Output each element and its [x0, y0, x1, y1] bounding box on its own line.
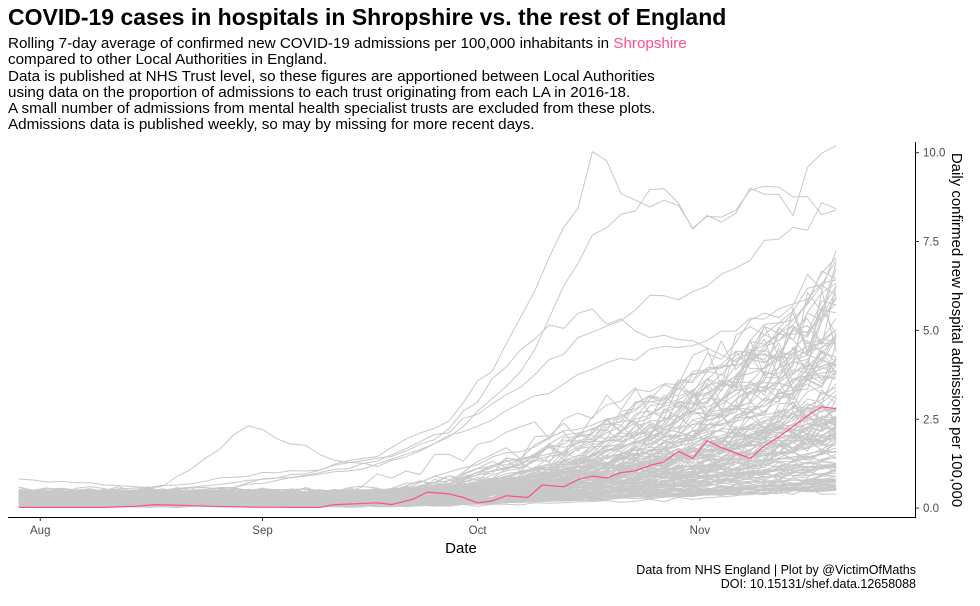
other-la-line-peak-la-3: [18, 202, 837, 499]
other-la-line: [18, 259, 837, 507]
x-tick-label: Nov: [690, 525, 711, 537]
x-axis-ticks: Aug Sep Oct Nov: [30, 517, 710, 537]
y-tick-label: 2.5: [923, 414, 939, 426]
y-tick-label: 10.0: [923, 148, 945, 160]
highlight-area-name: Shropshire: [613, 35, 687, 52]
shropshire-line-group: [18, 406, 837, 508]
x-tick-label: Aug: [30, 525, 50, 537]
other-la-line-peak-la-2: [18, 151, 837, 495]
y-axis-ticks: 0.0 2.5 5.0 7.5 10.0: [915, 148, 945, 515]
subtitle-line-6: Admissions data is published weekly, so …: [8, 116, 535, 134]
subtitle-line-1-prefix: Rolling 7-day average of confirmed new C…: [8, 35, 614, 52]
other-la-line: [18, 363, 837, 505]
other-la-line: [18, 257, 837, 508]
subtitle-line-4: using data on the proportion of admissio…: [8, 83, 631, 101]
other-la-line: [18, 465, 837, 498]
other-la-line: [18, 318, 837, 501]
subtitle-line-1: Rolling 7-day average of confirmed new C…: [8, 35, 687, 52]
chart-title: COVID-19 cases in hospitals in Shropshir…: [8, 4, 727, 30]
subtitle-line-5: A small number of admissions from mental…: [8, 100, 656, 118]
subtitle-line-3: Data is published at NHS Trust level, so…: [8, 67, 655, 85]
caption-doi: DOI: 10.15131/shef.data.12658088: [720, 577, 916, 591]
chart-caption: Data from NHS England | Plot by @VictimO…: [636, 563, 916, 591]
other-local-authorities-lines: [18, 145, 837, 508]
other-la-line: [18, 300, 837, 503]
y-tick-label: 7.5: [923, 237, 939, 249]
other-la-line: [18, 349, 837, 505]
chart-subtitle: Rolling 7-day average of confirmed new C…: [8, 35, 687, 134]
y-axis-title: Daily confirmed new hospital admissions …: [948, 153, 965, 507]
x-tick-label: Sep: [252, 525, 272, 537]
shropshire-line: [18, 406, 837, 508]
x-tick-label: Oct: [469, 525, 488, 537]
caption-source: Data from NHS England | Plot by @VictimO…: [636, 563, 916, 577]
other-la-line: [18, 477, 837, 498]
other-la-line-spike-la: [18, 279, 837, 495]
y-tick-label: 0.0: [923, 503, 939, 515]
other-la-line: [18, 463, 837, 496]
x-axis-title: Date: [445, 540, 477, 557]
subtitle-line-2: compared to other Local Authorities in E…: [8, 51, 328, 69]
other-la-line-early-la: [18, 308, 837, 489]
y-tick-label: 5.0: [923, 325, 939, 337]
